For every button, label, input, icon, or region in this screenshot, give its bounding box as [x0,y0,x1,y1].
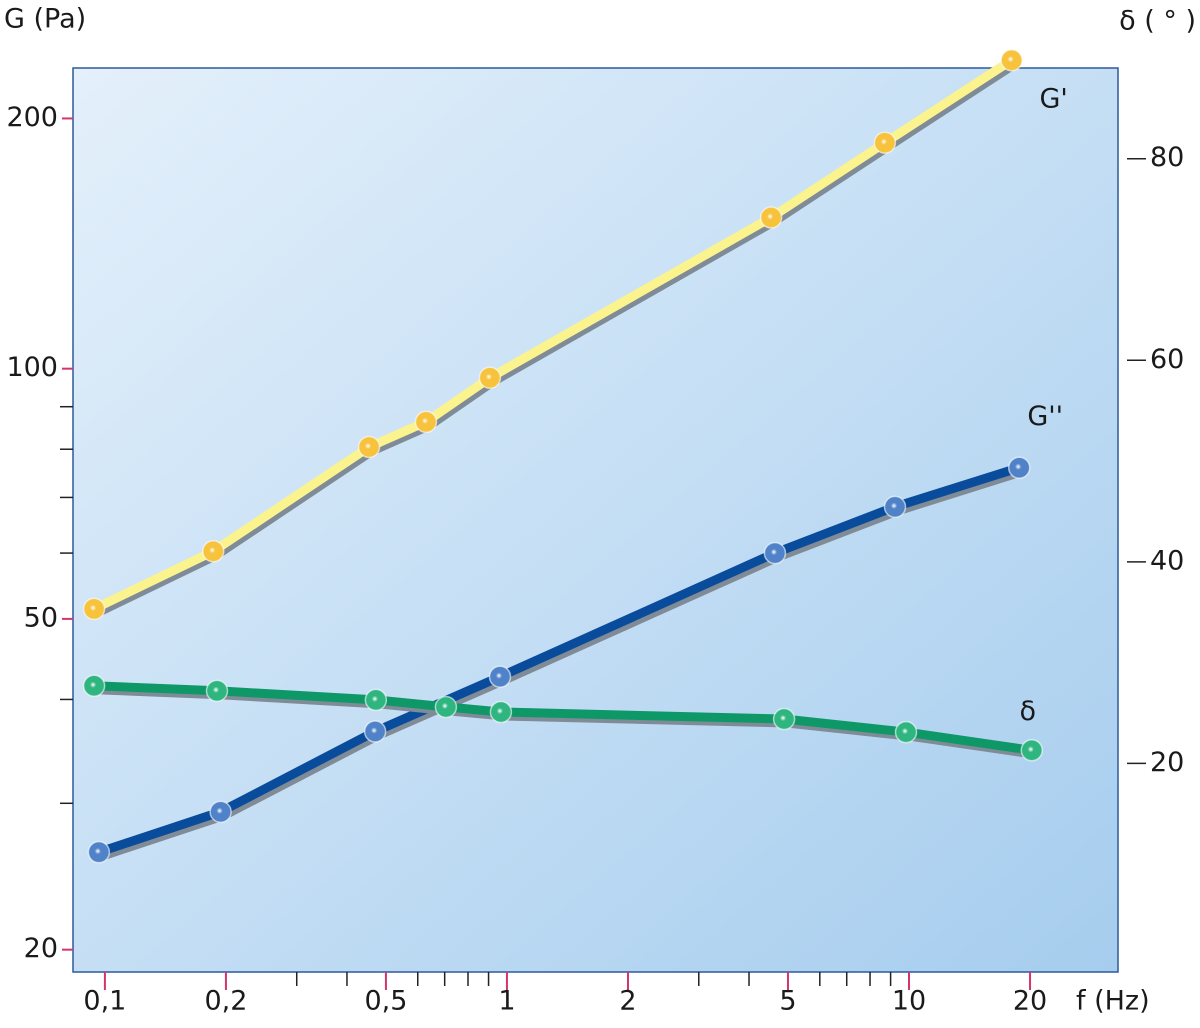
y-tick-label: 50 [24,602,58,633]
marker [364,688,388,712]
line-shadow [92,59,1020,618]
marker [202,540,225,563]
marker [489,700,513,724]
marker [772,707,796,731]
y2-tick-label: 60 [1150,344,1184,375]
marker [873,131,897,154]
series-line [89,55,1017,614]
x-tick-label: 0,2 [204,986,247,1017]
marker [883,495,907,519]
y-tick-label: 20 [24,933,58,964]
marker [434,695,458,719]
marker [82,674,106,698]
series-label: G' [1039,84,1067,115]
marker [205,679,229,703]
y2-tick-label: 80 [1150,142,1184,173]
x-tick-label: 5 [779,986,796,1017]
y2-tick-label: 20 [1150,747,1184,778]
x-tick-label: 2 [619,986,636,1017]
series-label: G'' [1027,401,1063,432]
marker [87,840,111,864]
marker [1020,739,1044,762]
y-axis-label: G (Pa) [4,4,86,35]
marker [478,366,502,390]
marker [759,206,783,229]
x-tick-label: 0,1 [83,986,126,1017]
marker [763,541,787,565]
x-axis-label: f (Hz) [1076,986,1150,1017]
x-tick-label: 0,5 [364,986,407,1017]
plot-area [72,67,1119,973]
marker [488,665,512,688]
y2-axis-label: δ ( ° ) [1119,6,1196,37]
marker [1000,48,1023,72]
marker [363,720,387,743]
marker [209,800,232,824]
marker [82,597,106,621]
series-line [89,681,1037,755]
y2-tick-label: 40 [1150,545,1184,576]
marker [357,435,381,459]
x-tick-label: 1 [498,986,515,1017]
x-tick-label: 10 [892,986,926,1017]
y-tick-label: 200 [6,102,58,133]
marker [894,720,918,744]
y-tick-label: 100 [6,352,58,383]
marker [1007,456,1031,479]
marker [414,410,438,434]
series-label: δ [1020,696,1037,727]
x-tick-label: 20 [1013,986,1047,1017]
